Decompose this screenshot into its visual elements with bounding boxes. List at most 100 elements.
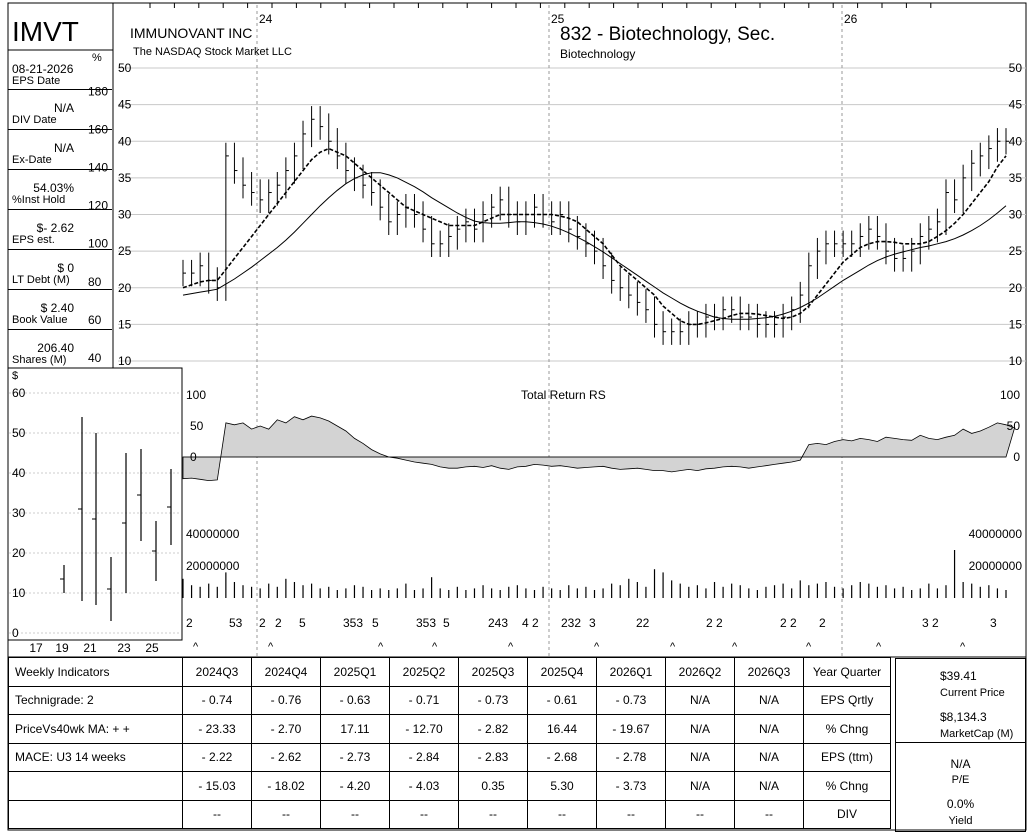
metric-eps-est: $- 2.62 EPS est. bbox=[8, 209, 112, 250]
table-cell: N/A bbox=[734, 714, 804, 744]
table-cell: N/A bbox=[734, 771, 804, 801]
yearly-range-panel bbox=[7, 367, 183, 641]
event-marker: 2 2 bbox=[780, 616, 797, 630]
table-cell: EPS (ttm) bbox=[803, 742, 891, 772]
metric-value: 206.40 bbox=[37, 341, 74, 355]
volume-tick-label-left: 20000000 bbox=[186, 559, 240, 573]
table-cell: EPS Qrtly bbox=[803, 685, 891, 715]
pct-tick-label: 80 bbox=[88, 275, 102, 289]
current-price-value: $39.41 bbox=[940, 669, 977, 683]
table-cell: -- bbox=[596, 799, 666, 829]
rs-tick-label-right: 0 bbox=[1013, 450, 1020, 464]
metric-label: DIV Date bbox=[12, 114, 57, 126]
table-row: -- -- -- -- -- -- -- -- -- DIV bbox=[8, 799, 891, 829]
pct-tick-label: 60 bbox=[88, 313, 102, 327]
industry-group: 832 - Biotechnology, Sec. bbox=[560, 24, 776, 45]
yearly-x-tick-label: 21 bbox=[83, 641, 97, 655]
table-row: - 15.03 - 18.02 - 4.20 - 4.03 0.35 5.30 … bbox=[8, 771, 891, 801]
table-cell: - 0.73 bbox=[596, 685, 666, 715]
yield-label: Yield bbox=[948, 815, 973, 827]
table-cell: Weekly Indicators bbox=[8, 657, 183, 687]
metric-value: N/A bbox=[53, 101, 74, 115]
pct-tick-label: 100 bbox=[88, 237, 108, 251]
table-cell: 2025Q4 bbox=[527, 657, 597, 687]
table-cell: - 4.03 bbox=[389, 771, 459, 801]
ticker-symbol: IMVT bbox=[12, 16, 79, 47]
metric-value: $ 2.40 bbox=[40, 301, 74, 315]
current-price-label: Current Price bbox=[940, 687, 1005, 699]
metric-value: $ 0 bbox=[57, 261, 74, 275]
table-cell: N/A bbox=[665, 685, 735, 715]
table-cell: 2026Q1 bbox=[596, 657, 666, 687]
event-marker: 53 bbox=[229, 616, 243, 630]
metric-value: $- 2.62 bbox=[36, 221, 74, 235]
table-cell: - 4.20 bbox=[320, 771, 390, 801]
metric-label: LT Debt (M) bbox=[12, 274, 70, 286]
table-cell: N/A bbox=[665, 714, 735, 744]
price-tick-label-left: 45 bbox=[118, 98, 132, 112]
price-tick-label-left: 40 bbox=[118, 134, 132, 148]
table-cell: - 2.62 bbox=[251, 742, 321, 772]
table-cell: Technigrade: 2 bbox=[8, 685, 183, 715]
table-row: PriceVs40wk MA: + + - 23.33 - 2.70 17.11… bbox=[8, 714, 891, 744]
volume-tick-label-left: 40000000 bbox=[186, 527, 240, 541]
indicators-table: Weekly Indicators 2024Q3 2024Q4 2025Q1 2… bbox=[8, 657, 891, 829]
table-cell: 16.44 bbox=[527, 714, 597, 744]
volume-tick-label-right: 20000000 bbox=[969, 559, 1023, 573]
metric-lt-debt: $ 0 LT Debt (M) bbox=[8, 249, 112, 290]
table-cell: N/A bbox=[665, 771, 735, 801]
table-cell: - 0.73 bbox=[458, 685, 528, 715]
caret-marker: ^ bbox=[193, 641, 199, 653]
metric-label: EPS Date bbox=[12, 75, 61, 87]
table-cell: -- bbox=[251, 799, 321, 829]
table-cell: - 2.83 bbox=[458, 742, 528, 772]
table-cell: -- bbox=[665, 799, 735, 829]
metric-label: EPS est. bbox=[12, 234, 55, 246]
table-cell: - 2.22 bbox=[182, 742, 252, 772]
table-cell: - 0.61 bbox=[527, 685, 597, 715]
price-tick-label-right: 50 bbox=[1009, 61, 1023, 75]
metric-div-date: N/A DIV Date bbox=[8, 89, 112, 130]
metric-value: 54.03% bbox=[33, 181, 74, 195]
metric-book-value: $ 2.40 Book Value bbox=[8, 289, 112, 330]
table-cell: 5.30 bbox=[527, 771, 597, 801]
table-cell: 2025Q1 bbox=[320, 657, 390, 687]
pct-tick-label: 140 bbox=[88, 161, 108, 175]
caret-marker: ^ bbox=[508, 641, 514, 653]
table-cell: - 2.84 bbox=[389, 742, 459, 772]
yearly-x-tick-label: 19 bbox=[55, 641, 69, 655]
industry-subgroup: Biotechnology bbox=[560, 47, 636, 61]
caret-marker: ^ bbox=[670, 641, 676, 653]
yield-value: 0.0% bbox=[946, 797, 975, 811]
table-cell: N/A bbox=[665, 742, 735, 772]
table-cell: 2026Q2 bbox=[665, 657, 735, 687]
yearly-tick-label: 0 bbox=[12, 626, 19, 640]
price-tick-label-left: 15 bbox=[118, 317, 132, 331]
price-tick-label-right: 25 bbox=[1009, 244, 1023, 258]
event-marker: 5 bbox=[372, 616, 379, 630]
yearly-tick-label: 50 bbox=[12, 426, 26, 440]
table-cell: DIV bbox=[803, 799, 891, 829]
pe-yield-box: N/A P/E 0.0% Yield bbox=[895, 742, 1026, 832]
caret-marker: ^ bbox=[378, 641, 384, 653]
pe-label: P/E bbox=[951, 774, 970, 786]
table-cell: N/A bbox=[734, 742, 804, 772]
metric-value: 08-21-2026 bbox=[12, 62, 74, 76]
ma-10-week-line bbox=[182, 147, 1007, 326]
event-marker: 2 2 bbox=[706, 616, 723, 630]
price-tick-label-left: 50 bbox=[118, 61, 132, 75]
price-tick-label-left: 30 bbox=[118, 208, 132, 222]
metric-ex-date: N/A Ex-Date bbox=[8, 129, 112, 170]
caret-marker: ^ bbox=[732, 641, 738, 653]
metric-label: Ex-Date bbox=[12, 154, 52, 166]
event-marker: 3 bbox=[589, 616, 596, 630]
event-marker: 243 bbox=[488, 616, 508, 630]
event-marker: 2 bbox=[819, 616, 826, 630]
table-cell: 2024Q4 bbox=[251, 657, 321, 687]
table-cell: % Chng bbox=[803, 771, 891, 801]
metric-shares: 206.40 Shares (M) bbox=[8, 329, 112, 367]
event-marker: 353 bbox=[343, 616, 363, 630]
table-cell bbox=[8, 799, 183, 829]
event-marker: 2 bbox=[259, 616, 266, 630]
table-cell: -- bbox=[320, 799, 390, 829]
